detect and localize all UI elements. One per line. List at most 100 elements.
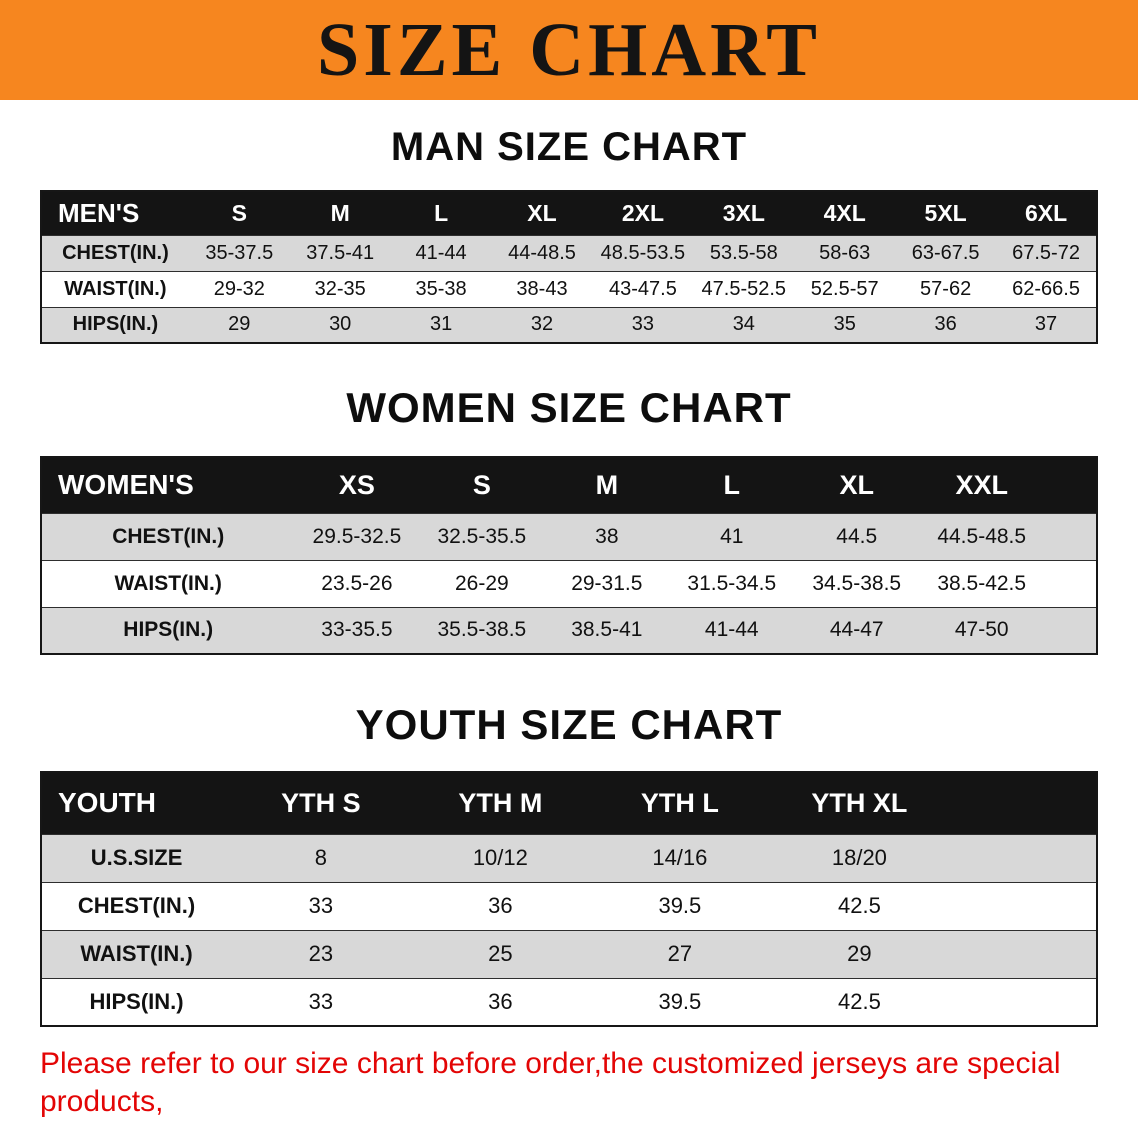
value-cell: 29	[769, 929, 950, 979]
row-label-cell: HIPS(IN.)	[41, 606, 295, 655]
value-cell: 38-43	[491, 270, 593, 308]
value-cell: 37	[996, 306, 1097, 344]
value-cell: 67.5-72	[996, 234, 1097, 272]
table-row: WAIST(IN.) 23.5-26 26-29 29-31.5 31.5-34.5 34…	[41, 559, 1097, 608]
value-cell: 38.5-41	[544, 606, 670, 655]
men-section-heading: MAN SIZE CHART	[390, 125, 748, 169]
value-cell: 25	[410, 929, 591, 979]
value-cell: 29.5-32.5	[294, 512, 420, 561]
value-cell: 33	[231, 977, 411, 1027]
spacer-cell	[1044, 606, 1097, 655]
value-cell: 32-35	[289, 270, 391, 308]
value-cell: 33-35.5	[294, 606, 420, 655]
value-cell: 35-38	[390, 270, 492, 308]
row-label-cell: HIPS(IN.)	[41, 977, 232, 1027]
value-cell: 41-44	[669, 606, 795, 655]
value-cell: 31	[390, 306, 492, 344]
size-header-cell: L	[669, 457, 795, 514]
value-cell: 35	[794, 306, 896, 344]
value-cell: 47.5-52.5	[693, 270, 795, 308]
size-header-cell: M	[544, 457, 670, 514]
spacer-cell	[949, 929, 1097, 979]
value-cell: 53.5-58	[693, 234, 795, 272]
table-row: HIPS(IN.) 33-35.5 35.5-38.5 38.5-41 41-44 44-…	[41, 606, 1097, 655]
value-cell: 63-67.5	[895, 234, 997, 272]
men-size-table: MEN'S S M L XL 2XL 3XL 4XL 5XL 6XL CHEST(IN.) 35-37…	[40, 190, 1098, 344]
size-header-cell: 5XL	[895, 191, 997, 235]
value-cell: 38.5-42.5	[919, 559, 1045, 608]
size-header-cell: 2XL	[592, 191, 694, 235]
value-cell: 10/12	[410, 833, 591, 883]
spacer-cell	[1044, 512, 1097, 561]
size-header-cell: XS	[294, 457, 420, 514]
size-header-cell: YTH L	[590, 772, 770, 835]
value-cell: 42.5	[769, 977, 950, 1027]
value-cell: 29	[188, 306, 290, 344]
value-cell: 62-66.5	[996, 270, 1097, 308]
table-title-cell: WOMEN'S	[41, 457, 295, 514]
value-cell: 36	[895, 306, 997, 344]
value-cell: 35.5-38.5	[419, 606, 545, 655]
size-header-cell: YTH M	[410, 772, 591, 835]
size-header-cell: S	[419, 457, 545, 514]
row-label-cell: CHEST(IN.)	[41, 234, 189, 272]
value-cell: 36	[410, 977, 591, 1027]
value-cell: 31.5-34.5	[669, 559, 795, 608]
size-header-cell: XL	[794, 457, 920, 514]
value-cell: 29-32	[188, 270, 290, 308]
page-title: SIZE CHART	[316, 8, 821, 92]
row-label-cell: CHEST(IN.)	[41, 512, 295, 561]
value-cell: 14/16	[590, 833, 770, 883]
value-cell: 33	[231, 881, 411, 931]
table-row: HIPS(IN.) 29 30 31 32 33 34 35 36 37	[41, 306, 1097, 344]
women-size-table: WOMEN'S XS S M L XL XXL CHEST(IN.) 29.5-32.5 32.5…	[40, 456, 1098, 656]
spacer-cell	[949, 977, 1097, 1027]
value-cell: 23	[231, 929, 411, 979]
spacer-cell	[1044, 457, 1097, 514]
men-size-section: MAN SIZE CHART MEN'S S M L XL 2XL 3XL 4XL 5XL 6XL…	[0, 126, 1138, 344]
value-cell: 52.5-57	[794, 270, 896, 308]
table-row: U.S.SIZE 8 10/12 14/16 18/20	[41, 833, 1097, 883]
table-row: CHEST(IN.) 29.5-32.5 32.5-35.5 38 41 44.5 44.5…	[41, 512, 1097, 561]
table-row: CHEST(IN.) 33 36 39.5 42.5	[41, 881, 1097, 931]
youth-section-heading: YOUTH SIZE CHART	[355, 701, 783, 749]
row-label-cell: WAIST(IN.)	[41, 929, 232, 979]
banner: SIZE CHART	[0, 0, 1138, 100]
youth-size-table: YOUTH YTH S YTH M YTH L YTH XL U.S.SIZE 8 10/12…	[40, 771, 1098, 1028]
women-size-section: WOMEN SIZE CHART WOMEN'S XS S M L XL XXL CHEST(…	[0, 384, 1138, 656]
table-row: WAIST(IN.) 29-32 32-35 35-38 38-43 43-47.5 47.…	[41, 270, 1097, 308]
value-cell: 39.5	[590, 881, 770, 931]
spacer-cell	[1044, 559, 1097, 608]
table-header-row: WOMEN'S XS S M L XL XXL	[41, 457, 1097, 514]
row-label-cell: U.S.SIZE	[41, 833, 232, 883]
size-header-cell: S	[188, 191, 290, 235]
value-cell: 42.5	[769, 881, 950, 931]
value-cell: 44.5-48.5	[919, 512, 1045, 561]
value-cell: 58-63	[794, 234, 896, 272]
value-cell: 29-31.5	[544, 559, 670, 608]
size-header-cell: XL	[491, 191, 593, 235]
value-cell: 35-37.5	[188, 234, 290, 272]
value-cell: 41	[669, 512, 795, 561]
table-row: CHEST(IN.) 35-37.5 37.5-41 41-44 44-48.5 48.5…	[41, 234, 1097, 272]
table-header-row: YOUTH YTH S YTH M YTH L YTH XL	[41, 772, 1097, 835]
row-label-cell: CHEST(IN.)	[41, 881, 232, 931]
value-cell: 36	[410, 881, 591, 931]
row-label-cell: WAIST(IN.)	[41, 559, 295, 608]
value-cell: 37.5-41	[289, 234, 391, 272]
value-cell: 44-47	[794, 606, 920, 655]
value-cell: 26-29	[419, 559, 545, 608]
value-cell: 30	[289, 306, 391, 344]
value-cell: 33	[592, 306, 694, 344]
value-cell: 43-47.5	[592, 270, 694, 308]
value-cell: 18/20	[769, 833, 950, 883]
youth-size-section: YOUTH SIZE CHART YOUTH YTH S YTH M YTH L YTH…	[0, 701, 1138, 1028]
spacer-cell	[949, 772, 1097, 835]
value-cell: 44.5	[794, 512, 920, 561]
women-section-heading: WOMEN SIZE CHART	[346, 384, 792, 431]
table-title-cell: YOUTH	[41, 772, 232, 835]
value-cell: 48.5-53.5	[592, 234, 694, 272]
value-cell: 57-62	[895, 270, 997, 308]
value-cell: 34.5-38.5	[794, 559, 920, 608]
